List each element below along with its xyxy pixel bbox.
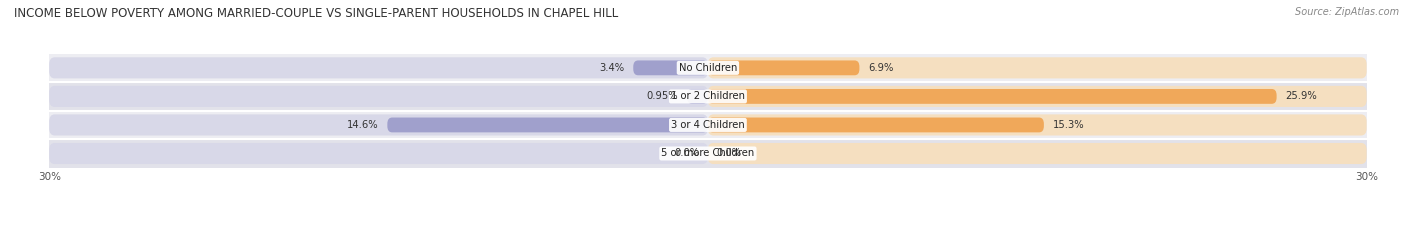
FancyBboxPatch shape — [709, 114, 1367, 136]
Legend: Married Couples, Single Parents: Married Couples, Single Parents — [598, 230, 818, 233]
FancyBboxPatch shape — [49, 86, 709, 107]
FancyBboxPatch shape — [709, 86, 1367, 107]
FancyBboxPatch shape — [709, 57, 1367, 79]
FancyBboxPatch shape — [709, 143, 1367, 164]
Text: 0.0%: 0.0% — [717, 148, 742, 158]
FancyBboxPatch shape — [49, 57, 709, 79]
Text: No Children: No Children — [679, 63, 737, 73]
Bar — [49, 82, 1367, 111]
Text: 6.9%: 6.9% — [869, 63, 894, 73]
Text: 3 or 4 Children: 3 or 4 Children — [671, 120, 745, 130]
FancyBboxPatch shape — [633, 60, 709, 75]
Text: 14.6%: 14.6% — [347, 120, 378, 130]
Text: Source: ZipAtlas.com: Source: ZipAtlas.com — [1295, 7, 1399, 17]
FancyBboxPatch shape — [709, 60, 859, 75]
FancyBboxPatch shape — [49, 114, 709, 136]
Text: 25.9%: 25.9% — [1285, 91, 1317, 101]
Text: 3.4%: 3.4% — [599, 63, 624, 73]
Text: 5 or more Children: 5 or more Children — [661, 148, 755, 158]
FancyBboxPatch shape — [49, 143, 709, 164]
Bar — [49, 111, 1367, 139]
FancyBboxPatch shape — [709, 89, 1277, 104]
Text: 0.95%: 0.95% — [647, 91, 678, 101]
FancyBboxPatch shape — [688, 89, 709, 104]
Text: 1 or 2 Children: 1 or 2 Children — [671, 91, 745, 101]
Bar — [49, 139, 1367, 168]
Text: 15.3%: 15.3% — [1053, 120, 1084, 130]
Text: INCOME BELOW POVERTY AMONG MARRIED-COUPLE VS SINGLE-PARENT HOUSEHOLDS IN CHAPEL : INCOME BELOW POVERTY AMONG MARRIED-COUPL… — [14, 7, 619, 20]
Text: 0.0%: 0.0% — [673, 148, 699, 158]
Bar — [49, 54, 1367, 82]
FancyBboxPatch shape — [387, 117, 709, 132]
FancyBboxPatch shape — [709, 117, 1043, 132]
